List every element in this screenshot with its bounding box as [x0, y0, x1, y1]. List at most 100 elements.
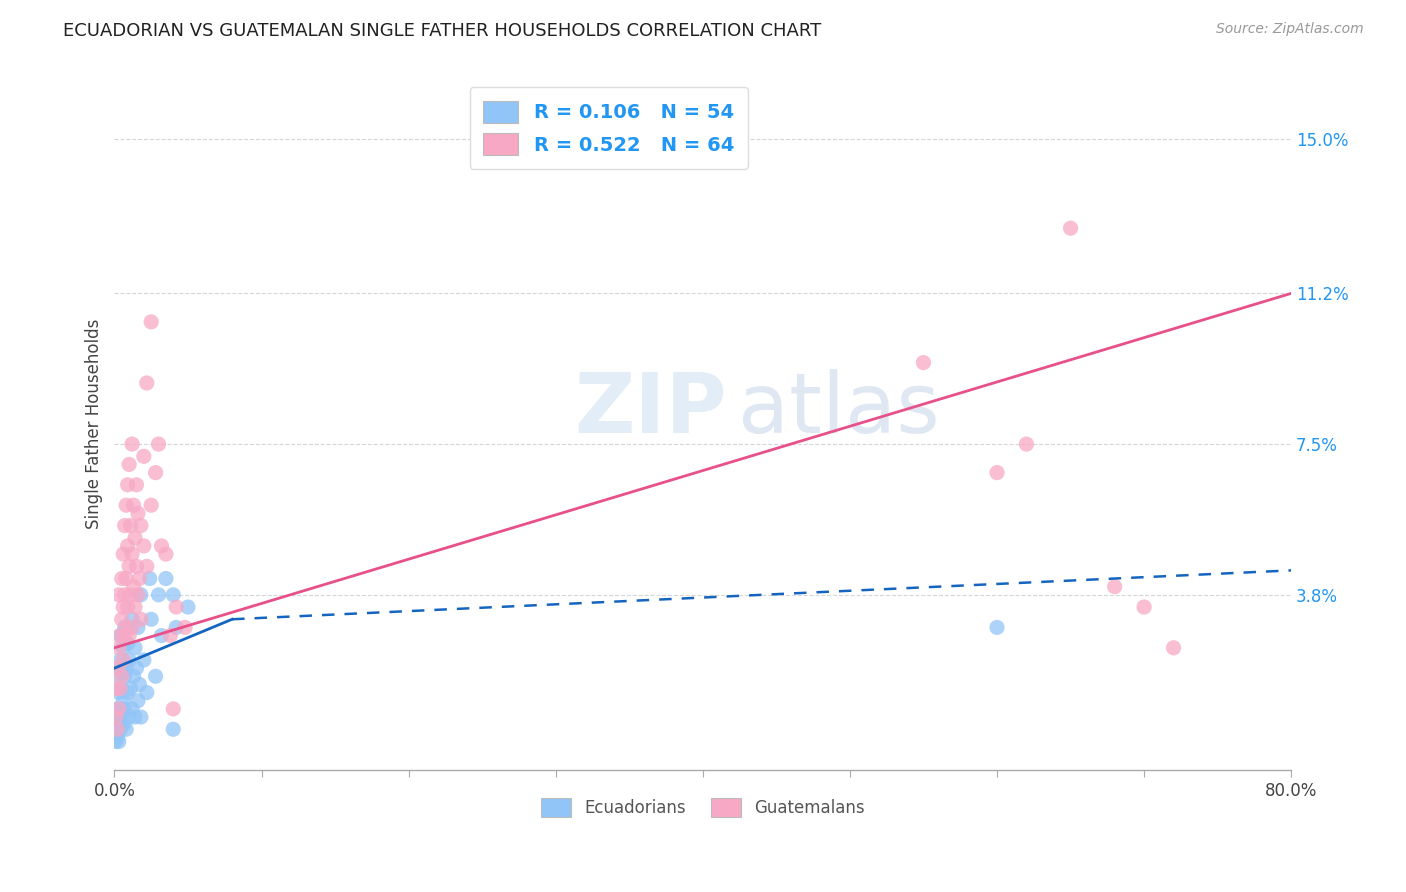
- Point: [110, 723, 132, 737]
- Point: [141, 498, 163, 512]
- Point: [124, 710, 146, 724]
- Point: [129, 710, 152, 724]
- Point: [111, 710, 134, 724]
- Point: [141, 612, 163, 626]
- Point: [121, 702, 143, 716]
- Point: [115, 572, 138, 586]
- Point: [114, 629, 136, 643]
- Point: [122, 580, 145, 594]
- Point: [108, 640, 131, 655]
- Text: ZIP: ZIP: [574, 369, 727, 450]
- Point: [117, 600, 139, 615]
- Text: ECUADORIAN VS GUATEMALAN SINGLE FATHER HOUSEHOLDS CORRELATION CHART: ECUADORIAN VS GUATEMALAN SINGLE FATHER H…: [63, 22, 821, 40]
- Point: [112, 547, 135, 561]
- Point: [121, 437, 143, 451]
- Point: [117, 637, 139, 651]
- Point: [148, 588, 170, 602]
- Point: [115, 723, 138, 737]
- Point: [108, 588, 131, 602]
- Point: [120, 681, 142, 696]
- Point: [104, 718, 127, 732]
- Point: [141, 315, 163, 329]
- Point: [159, 629, 181, 643]
- Point: [165, 600, 187, 615]
- Point: [145, 466, 167, 480]
- Point: [125, 559, 148, 574]
- Point: [118, 629, 141, 643]
- Point: [118, 458, 141, 472]
- Point: [124, 531, 146, 545]
- Point: [114, 588, 136, 602]
- Point: [1015, 437, 1038, 451]
- Point: [108, 685, 131, 699]
- Point: [111, 681, 134, 696]
- Point: [162, 702, 184, 716]
- Point: [110, 629, 132, 643]
- Point: [111, 661, 134, 675]
- Point: [115, 620, 138, 634]
- Point: [129, 518, 152, 533]
- Point: [108, 669, 131, 683]
- Point: [104, 710, 127, 724]
- Point: [105, 702, 128, 716]
- Point: [108, 734, 131, 748]
- Point: [117, 478, 139, 492]
- Point: [105, 718, 128, 732]
- Point: [148, 437, 170, 451]
- Point: [110, 702, 132, 716]
- Point: [138, 572, 160, 586]
- Point: [110, 653, 132, 667]
- Point: [120, 588, 142, 602]
- Point: [129, 588, 152, 602]
- Point: [127, 588, 149, 602]
- Point: [115, 661, 138, 675]
- Point: [104, 726, 127, 740]
- Point: [1163, 640, 1185, 655]
- Point: [112, 600, 135, 615]
- Point: [127, 620, 149, 634]
- Point: [121, 547, 143, 561]
- Point: [127, 506, 149, 520]
- Point: [150, 539, 173, 553]
- Point: [1133, 600, 1156, 615]
- Point: [118, 559, 141, 574]
- Point: [127, 694, 149, 708]
- Point: [125, 661, 148, 675]
- Point: [129, 612, 152, 626]
- Point: [117, 539, 139, 553]
- Point: [111, 669, 134, 683]
- Point: [111, 572, 134, 586]
- Point: [115, 498, 138, 512]
- Point: [912, 356, 935, 370]
- Text: atlas: atlas: [738, 369, 939, 450]
- Point: [110, 681, 132, 696]
- Point: [117, 685, 139, 699]
- Text: Source: ZipAtlas.com: Source: ZipAtlas.com: [1216, 22, 1364, 37]
- Point: [121, 612, 143, 626]
- Point: [122, 669, 145, 683]
- Point: [128, 572, 150, 586]
- Point: [114, 702, 136, 716]
- Point: [162, 723, 184, 737]
- Point: [128, 677, 150, 691]
- Point: [135, 559, 157, 574]
- Point: [162, 588, 184, 602]
- Point: [135, 685, 157, 699]
- Point: [125, 478, 148, 492]
- Point: [174, 620, 197, 634]
- Point: [145, 669, 167, 683]
- Point: [124, 600, 146, 615]
- Point: [986, 620, 1008, 634]
- Point: [114, 518, 136, 533]
- Legend: Ecuadorians, Guatemalans: Ecuadorians, Guatemalans: [534, 791, 872, 824]
- Point: [111, 612, 134, 626]
- Y-axis label: Single Father Households: Single Father Households: [86, 318, 103, 529]
- Point: [135, 376, 157, 390]
- Point: [112, 718, 135, 732]
- Point: [132, 450, 155, 464]
- Point: [177, 600, 200, 615]
- Point: [105, 661, 128, 675]
- Point: [114, 620, 136, 634]
- Point: [118, 710, 141, 724]
- Point: [112, 640, 135, 655]
